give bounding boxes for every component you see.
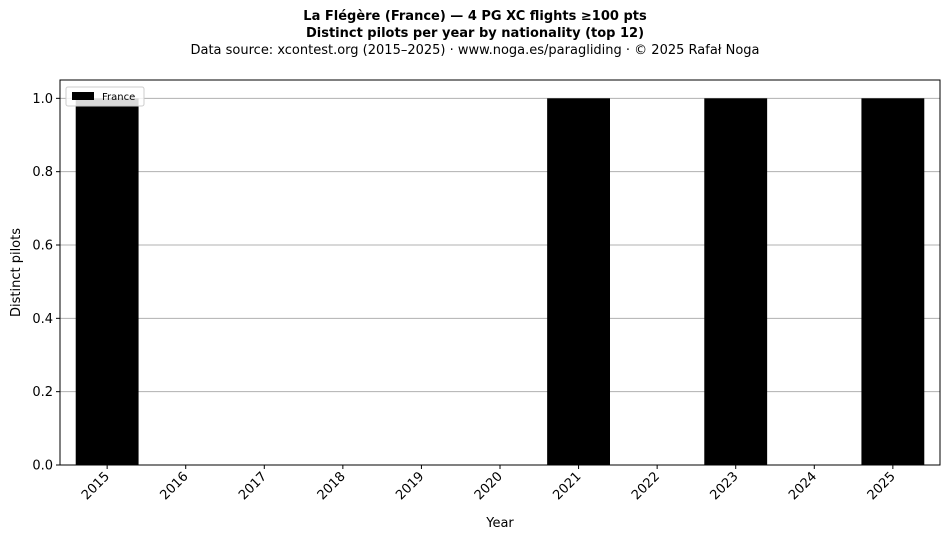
x-tick-label: 2023 xyxy=(708,469,742,503)
legend-box xyxy=(65,86,145,107)
chart-header: La Flégère (France) — 4 PG XC flights ≥1… xyxy=(0,8,950,59)
y-tick-label: 0.0 xyxy=(32,459,53,474)
plot-frame xyxy=(59,79,941,466)
y-axis: 0.0 0.2 0.4 0.6 0.8 1.0 xyxy=(32,92,60,474)
legend-swatch xyxy=(72,92,94,100)
bar xyxy=(547,98,610,465)
legend-label: France xyxy=(102,92,135,103)
y-tick-label: 0.2 xyxy=(32,385,53,400)
y-tick-label: 0.6 xyxy=(32,239,53,254)
x-tick-label: 2017 xyxy=(236,469,270,503)
x-tick-label: 2025 xyxy=(865,469,899,503)
y-tick-label: 1.0 xyxy=(32,92,53,107)
y-tick-label: 0.8 xyxy=(32,165,53,180)
x-tick-label: 2024 xyxy=(786,469,820,503)
x-tick-label: 2019 xyxy=(393,469,427,503)
x-tick-label: 2020 xyxy=(472,469,506,503)
x-axis-label: Year xyxy=(485,516,514,531)
gridlines xyxy=(60,97,940,466)
bar xyxy=(704,98,768,465)
x-tick-label: 2022 xyxy=(629,469,663,503)
chart-source: Data source: xcontest.org (2015–2025) · … xyxy=(190,43,760,58)
legend: France xyxy=(65,86,145,107)
x-tick-label: 2018 xyxy=(315,469,349,503)
x-tick-label: 2015 xyxy=(79,469,113,503)
x-tick-label: 2021 xyxy=(550,469,584,503)
chart-title: La Flégère (France) — 4 PG XC flights ≥1… xyxy=(303,9,647,24)
x-axis: 2015 2016 2017 2018 2019 2020 2021 2022 2023 2024… xyxy=(79,465,899,503)
x-tick-label: 2016 xyxy=(158,469,192,503)
bar xyxy=(861,98,925,465)
bar xyxy=(75,98,139,465)
y-axis-label: Distinct pilots xyxy=(9,228,24,317)
y-tick-label: 0.4 xyxy=(32,312,53,327)
bars xyxy=(75,98,925,465)
chart-subtitle: Distinct pilots per year by nationality … xyxy=(305,26,645,41)
